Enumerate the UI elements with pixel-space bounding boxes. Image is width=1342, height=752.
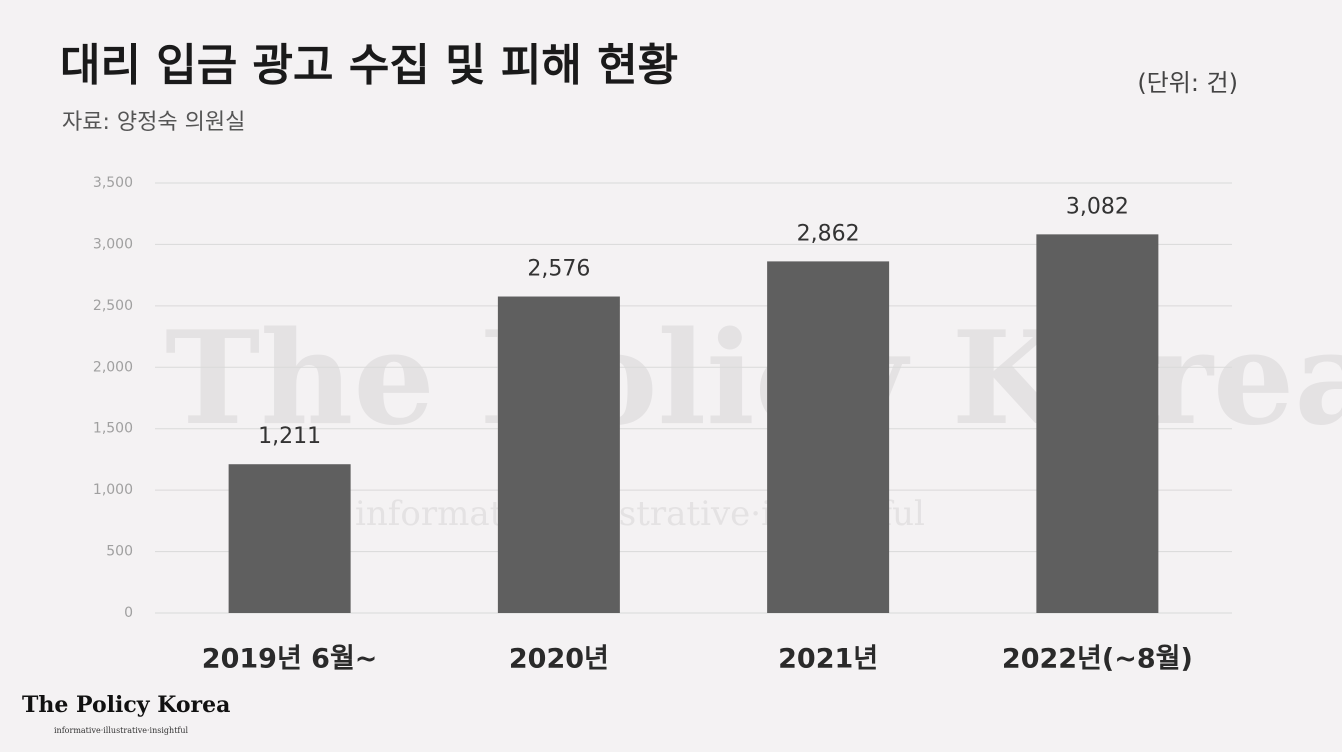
watermark: The Policy Korea bbox=[165, 304, 1342, 454]
y-tick-label: 3,000 bbox=[93, 236, 133, 252]
bar bbox=[497, 296, 620, 613]
logo: The Policy Korea bbox=[22, 692, 230, 718]
y-tick-label: 0 bbox=[124, 605, 133, 621]
value-label: 3,082 bbox=[1066, 194, 1129, 219]
x-tick-label: 2020년 bbox=[509, 644, 609, 675]
chart-title: 대리 입금 광고 수집 및 피해 현황 bbox=[60, 40, 678, 91]
bar bbox=[767, 261, 890, 613]
logo-tagline: informative·illustrative·insightful bbox=[54, 726, 189, 735]
y-tick-label: 500 bbox=[106, 544, 133, 560]
y-tick-label: 2,000 bbox=[93, 359, 133, 375]
plot: 0 500 1,000 1,500 2,000 2,500 3,000 3,500 2019년 … bbox=[93, 175, 1232, 675]
x-tick-label: 2021년 bbox=[778, 644, 878, 675]
y-tick-label: 1,000 bbox=[93, 482, 133, 498]
value-label: 1,211 bbox=[258, 424, 321, 449]
unit-label: (단위: 건) bbox=[1137, 69, 1238, 97]
bar bbox=[228, 464, 351, 613]
bar bbox=[1036, 234, 1159, 613]
x-tick-label: 2022년(~8월) bbox=[1002, 644, 1193, 675]
y-tick-label: 1,500 bbox=[93, 421, 133, 437]
y-tick-label: 2,500 bbox=[93, 298, 133, 314]
value-label: 2,862 bbox=[797, 221, 860, 246]
x-tick-label: 2019년 6월~ bbox=[202, 644, 378, 675]
chart-subtitle: 자료: 양정숙 의원실 bbox=[62, 110, 245, 135]
value-label: 2,576 bbox=[527, 257, 590, 282]
y-tick-label: 3,500 bbox=[93, 175, 133, 191]
